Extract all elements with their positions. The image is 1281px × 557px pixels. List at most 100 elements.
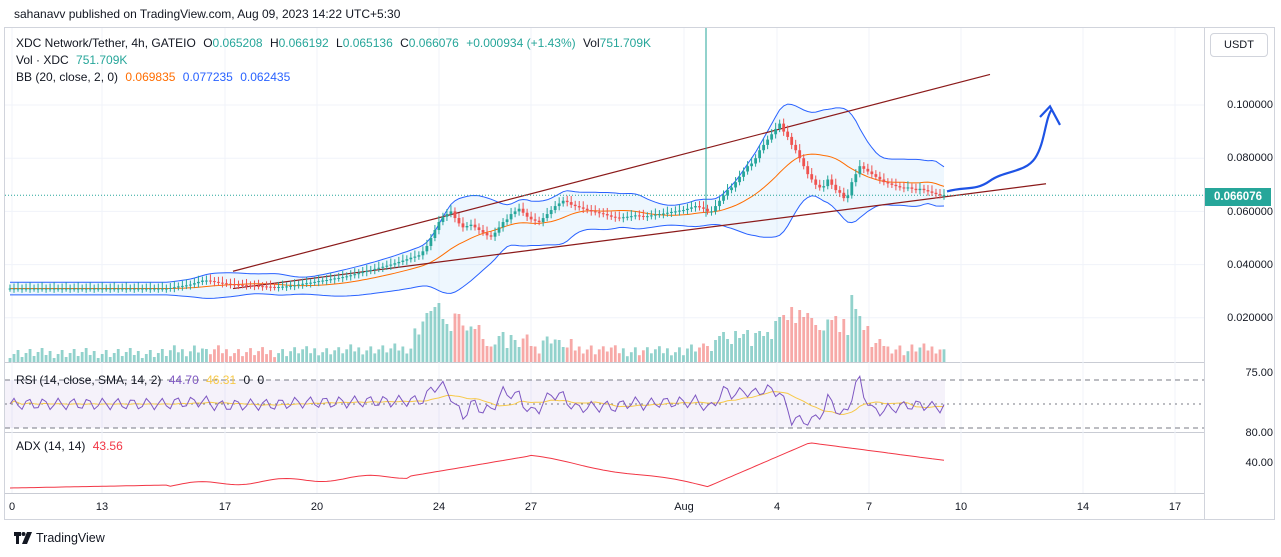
volume-bar bbox=[529, 346, 533, 362]
bb-legend-label: BB (20, close, 2, 0) bbox=[16, 70, 119, 84]
candle-body bbox=[585, 208, 589, 211]
candle-body bbox=[846, 195, 850, 199]
volume-bar bbox=[64, 357, 68, 362]
volume-bar bbox=[489, 346, 493, 362]
candle-body bbox=[429, 238, 433, 246]
rsi-line bbox=[9, 375, 945, 427]
volume-bar bbox=[878, 339, 882, 362]
candle-body bbox=[778, 123, 782, 129]
candle-body bbox=[826, 179, 830, 187]
candle-body bbox=[750, 163, 753, 167]
time-axis-label: 17 bbox=[218, 501, 232, 513]
volume-bar bbox=[421, 321, 425, 362]
candle-body bbox=[297, 284, 301, 286]
volume-legend[interactable]: Vol · XDC 751.709K bbox=[16, 53, 131, 67]
volume-bar bbox=[730, 344, 733, 362]
candle-body bbox=[790, 136, 794, 145]
volume-bar bbox=[441, 319, 445, 362]
volume-bar bbox=[742, 334, 745, 362]
volume-bar bbox=[112, 353, 116, 362]
candle-body bbox=[461, 223, 465, 228]
candle-body bbox=[914, 188, 918, 191]
candle-body bbox=[80, 288, 84, 290]
volume-bar bbox=[44, 355, 48, 362]
volume-bar bbox=[140, 358, 144, 362]
candle-body bbox=[389, 264, 393, 266]
candle-body bbox=[850, 182, 854, 196]
candle-body bbox=[629, 216, 633, 218]
volume-bar bbox=[826, 319, 830, 362]
candle-body bbox=[553, 206, 557, 211]
bb-legend[interactable]: BB (20, close, 2, 0) 0.069835 0.077235 0… bbox=[16, 70, 294, 84]
volume-bar bbox=[176, 352, 180, 362]
symbol-name[interactable]: XDC Network/Tether, 4h, GATEIO bbox=[16, 36, 196, 50]
volume-bar bbox=[213, 349, 216, 362]
time-axis-label: 13 bbox=[95, 501, 109, 513]
volume-bar bbox=[653, 349, 657, 362]
volume-bar bbox=[160, 349, 164, 362]
volume-bar bbox=[670, 355, 673, 362]
volume-bar bbox=[838, 332, 842, 362]
candle-body bbox=[481, 230, 485, 233]
candle-body bbox=[441, 216, 445, 223]
candle-body bbox=[661, 213, 665, 215]
candle-body bbox=[942, 195, 946, 197]
candle-body bbox=[425, 245, 429, 252]
volume-bar bbox=[509, 335, 513, 362]
volume-bar bbox=[577, 346, 581, 362]
candle-body bbox=[573, 204, 577, 207]
candle-body bbox=[104, 288, 108, 290]
volume-bar bbox=[345, 349, 349, 362]
volume-bar bbox=[505, 348, 509, 362]
candle-body bbox=[365, 270, 369, 273]
candle-body bbox=[180, 285, 184, 287]
time-axis-label: Aug bbox=[674, 501, 694, 513]
volume-bar bbox=[601, 346, 605, 362]
volume-bar bbox=[233, 353, 236, 362]
volume-bar bbox=[413, 328, 417, 362]
price-axis-divider bbox=[1204, 28, 1205, 519]
volume-bar bbox=[493, 344, 497, 362]
volume-bar bbox=[361, 354, 365, 362]
candle-body bbox=[321, 280, 325, 282]
pane-divider-rsi-adx[interactable] bbox=[5, 432, 1204, 433]
low-value: 0.065136 bbox=[342, 36, 393, 50]
candle-body bbox=[281, 286, 284, 288]
volume-bar bbox=[369, 346, 373, 362]
volume-bar bbox=[770, 339, 774, 362]
volume-bar bbox=[100, 354, 104, 362]
candle-body bbox=[277, 286, 280, 288]
volume-bar bbox=[589, 345, 593, 362]
candle-body bbox=[698, 206, 701, 208]
volume-bar bbox=[217, 345, 220, 362]
volume-bar bbox=[124, 352, 128, 362]
volume-bar bbox=[257, 351, 260, 362]
candle-body bbox=[168, 288, 172, 290]
candle-body bbox=[922, 188, 926, 191]
candle-body bbox=[188, 284, 192, 286]
time-axis-label: 7 bbox=[865, 501, 873, 513]
pane-divider-volume-rsi[interactable] bbox=[5, 362, 1204, 363]
symbol-legend[interactable]: XDC Network/Tether, 4h, GATEIO O0.065208… bbox=[16, 36, 655, 50]
rsi-legend[interactable]: RSI (14, close, SMA, 14, 2) 44.70 46.31 … bbox=[16, 373, 268, 387]
time-axis-label: 14 bbox=[1076, 501, 1090, 513]
adx-legend[interactable]: ADX (14, 14) 43.56 bbox=[16, 439, 127, 453]
candle-body bbox=[497, 227, 501, 233]
time-axis-label: 4 bbox=[773, 501, 781, 513]
volume-bar bbox=[842, 319, 846, 362]
volume-bar bbox=[385, 352, 389, 362]
currency-button[interactable]: USDT bbox=[1210, 33, 1268, 57]
candle-body bbox=[124, 288, 128, 290]
candle-body bbox=[870, 171, 874, 175]
tradingview-brand[interactable]: TradingView bbox=[14, 531, 105, 545]
candle-body bbox=[301, 283, 305, 285]
candle-body bbox=[565, 200, 569, 203]
volume-bar bbox=[690, 344, 693, 362]
candle-body bbox=[485, 232, 489, 236]
volume-bar bbox=[405, 353, 409, 362]
high-label: H bbox=[269, 36, 279, 50]
volume-bar bbox=[249, 348, 252, 362]
volume-bar bbox=[549, 343, 553, 362]
candle-body bbox=[289, 285, 293, 287]
